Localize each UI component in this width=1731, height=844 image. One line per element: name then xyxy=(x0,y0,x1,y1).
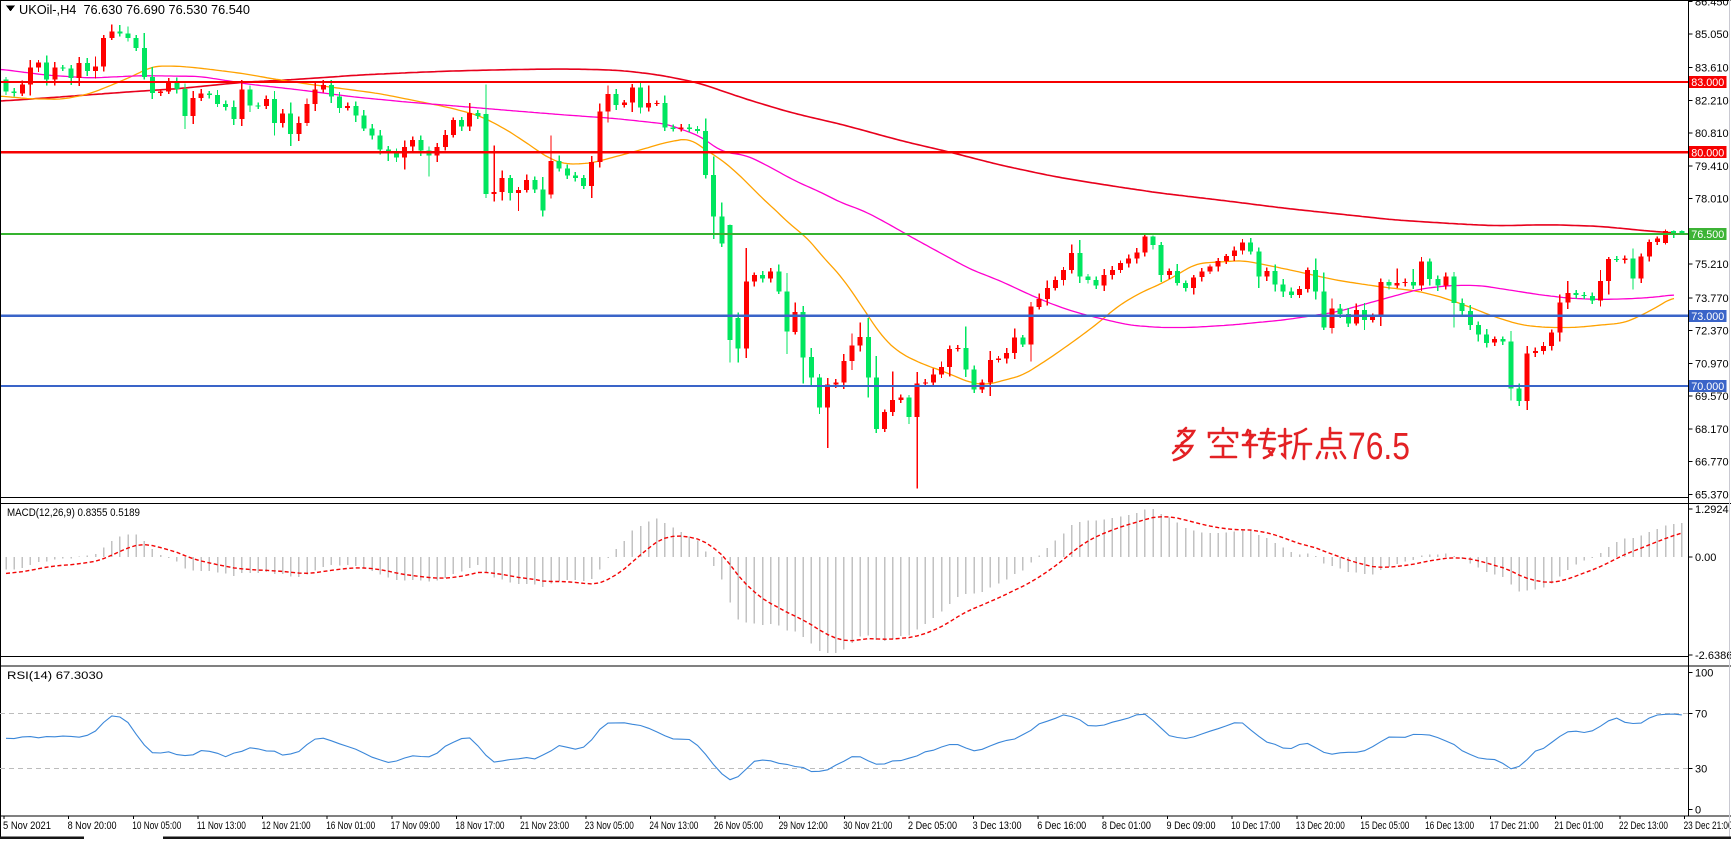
svg-text:8 Nov 20:00: 8 Nov 20:00 xyxy=(68,820,117,832)
svg-text:6 Dec 16:00: 6 Dec 16:00 xyxy=(1037,820,1086,832)
svg-text:8 Dec 01:00: 8 Dec 01:00 xyxy=(1102,820,1151,832)
svg-text:79.410: 79.410 xyxy=(1695,161,1729,173)
svg-text:86.450: 86.450 xyxy=(1695,0,1729,8)
svg-text:76.5: 76.5 xyxy=(1348,426,1410,468)
svg-text:70: 70 xyxy=(1695,709,1707,721)
svg-text:66.770: 66.770 xyxy=(1695,457,1729,469)
svg-text:15 Dec 05:00: 15 Dec 05:00 xyxy=(1360,820,1409,832)
svg-text:18 Nov 17:00: 18 Nov 17:00 xyxy=(456,820,505,832)
svg-text:5 Nov 2021: 5 Nov 2021 xyxy=(3,820,51,832)
svg-text:2 Dec 05:00: 2 Dec 05:00 xyxy=(908,820,957,832)
svg-text:73.000: 73.000 xyxy=(1691,311,1724,323)
svg-text:82.210: 82.210 xyxy=(1695,96,1729,108)
svg-text:83.000: 83.000 xyxy=(1691,77,1724,89)
svg-text:80.000: 80.000 xyxy=(1691,147,1724,159)
svg-text:26 Nov 05:00: 26 Nov 05:00 xyxy=(714,820,763,832)
svg-text:24 Nov 13:00: 24 Nov 13:00 xyxy=(649,820,698,832)
svg-text:13 Dec 20:00: 13 Dec 20:00 xyxy=(1296,820,1345,832)
svg-text:9 Dec 09:00: 9 Dec 09:00 xyxy=(1167,820,1216,832)
svg-text:1.2924: 1.2924 xyxy=(1695,504,1729,516)
svg-text:0: 0 xyxy=(1695,805,1701,817)
svg-text:68.170: 68.170 xyxy=(1695,424,1729,436)
svg-text:80.810: 80.810 xyxy=(1695,128,1729,140)
svg-text:76.500: 76.500 xyxy=(1691,229,1724,241)
svg-text:23 Dec 21:00: 23 Dec 21:00 xyxy=(1684,820,1731,832)
svg-text:-2.6386: -2.6386 xyxy=(1695,650,1731,662)
svg-text:11 Nov 13:00: 11 Nov 13:00 xyxy=(197,820,246,832)
svg-text:78.010: 78.010 xyxy=(1695,194,1729,206)
svg-text:10 Nov 05:00: 10 Nov 05:00 xyxy=(132,820,181,832)
svg-text:30 Nov 21:00: 30 Nov 21:00 xyxy=(843,820,892,832)
svg-text:65.370: 65.370 xyxy=(1695,489,1729,501)
svg-text:30: 30 xyxy=(1695,763,1707,775)
svg-text:17 Nov 09:00: 17 Nov 09:00 xyxy=(391,820,440,832)
svg-text:17 Dec 21:00: 17 Dec 21:00 xyxy=(1490,820,1539,832)
svg-text:21 Dec 01:00: 21 Dec 01:00 xyxy=(1554,820,1603,832)
svg-text:75.210: 75.210 xyxy=(1695,259,1729,271)
svg-text:23 Nov 05:00: 23 Nov 05:00 xyxy=(585,820,634,832)
svg-text:69.570: 69.570 xyxy=(1695,391,1729,403)
svg-text:0.00: 0.00 xyxy=(1695,552,1716,564)
svg-text:73.770: 73.770 xyxy=(1695,293,1729,305)
svg-text:16 Dec 13:00: 16 Dec 13:00 xyxy=(1425,820,1474,832)
svg-text:MACD(12,26,9) 0.8355 0.5189: MACD(12,26,9) 0.8355 0.5189 xyxy=(7,507,140,519)
svg-text:72.370: 72.370 xyxy=(1695,326,1729,338)
svg-text:10 Dec 17:00: 10 Dec 17:00 xyxy=(1231,820,1280,832)
svg-text:21 Nov 23:00: 21 Nov 23:00 xyxy=(520,820,569,832)
svg-text:RSI(14) 67.3030: RSI(14) 67.3030 xyxy=(7,670,103,682)
svg-text:16 Nov 01:00: 16 Nov 01:00 xyxy=(326,820,375,832)
svg-text:3 Dec 13:00: 3 Dec 13:00 xyxy=(973,820,1022,832)
svg-text:83.610: 83.610 xyxy=(1695,63,1729,75)
svg-text:22 Dec 13:00: 22 Dec 13:00 xyxy=(1619,820,1668,832)
svg-text:29 Nov 12:00: 29 Nov 12:00 xyxy=(779,820,828,832)
svg-text:UKOil-,H4 76.630 76.690 76.53: UKOil-,H4 76.630 76.690 76.530 76.540 xyxy=(19,2,250,17)
svg-text:85.050: 85.050 xyxy=(1695,29,1729,41)
svg-text:70.970: 70.970 xyxy=(1695,358,1729,370)
svg-text:100: 100 xyxy=(1695,668,1713,680)
svg-text:70.000: 70.000 xyxy=(1691,381,1724,393)
svg-text:12 Nov 21:00: 12 Nov 21:00 xyxy=(262,820,311,832)
